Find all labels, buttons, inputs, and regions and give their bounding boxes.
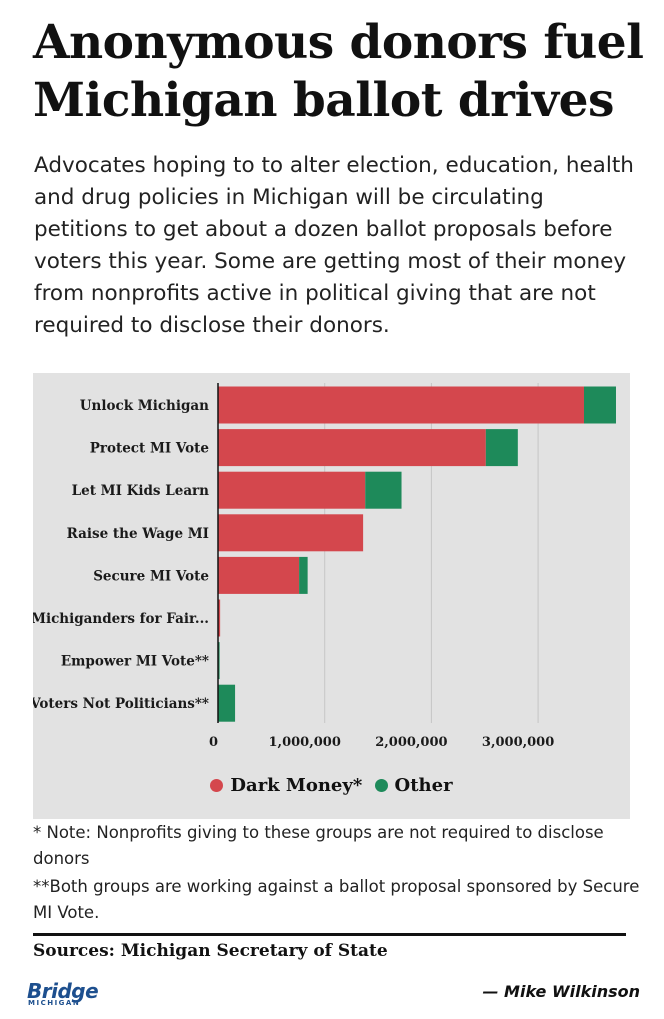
- chart-panel: Unlock Michigan Protect MI Vote Let MI Kid…: [33, 373, 630, 819]
- bar-other-6: [218, 642, 220, 680]
- x-tick-label-1: 1,000,000: [269, 735, 341, 750]
- bar-dark-money-4: [218, 556, 300, 594]
- logo-wordmark: Bridge: [27, 979, 99, 1003]
- bridge-michigan-logo[interactable]: Bridge MICHIGAN: [27, 980, 107, 1008]
- bar-other-0: [583, 386, 616, 424]
- category-label-1: Protect MI Vote: [90, 441, 209, 457]
- category-label-4: Secure MI Vote: [93, 568, 209, 584]
- bar-dark-money-1: [218, 429, 486, 467]
- logo-subtext: MICHIGAN: [28, 999, 81, 1007]
- sources-line: Sources: Michigan Secretary of State: [33, 941, 388, 961]
- category-label-6: Empower MI Vote**: [61, 654, 209, 670]
- bar-dark-money-2: [218, 471, 366, 509]
- category-label-3: Raise the Wage MI: [67, 526, 209, 542]
- byline: — Mike Wilkinson: [482, 982, 640, 1001]
- bar-other-1: [485, 429, 518, 467]
- category-label-5: Michiganders for Fair...: [33, 611, 209, 627]
- chart-title: Anonymous donors fuel Michigan ballot dr…: [33, 15, 644, 128]
- bar-chart: Unlock Michigan Protect MI Vote Let MI Kid…: [33, 383, 616, 750]
- bar-dark-money-0: [218, 386, 584, 424]
- footnote-dark-money: * Note: Nonprofits giving to these group…: [33, 823, 604, 868]
- legend-item-other: Other: [374, 775, 453, 796]
- legend-swatch-dark-money: [210, 779, 224, 792]
- legend-label-dark-money: Dark Money*: [230, 775, 363, 796]
- chart-legend: Dark Money* Other: [33, 775, 630, 797]
- bar-dark-money-3: [218, 514, 364, 552]
- x-tick-label-0: 0: [209, 735, 218, 750]
- footnote-opposition: **Both groups are working against a ball…: [33, 877, 640, 922]
- legend-label-other: Other: [394, 775, 453, 796]
- bar-other-2: [365, 471, 402, 509]
- category-label-0: Unlock Michigan: [80, 398, 209, 414]
- divider: [33, 933, 626, 936]
- legend-swatch-other: [374, 779, 388, 792]
- bar-other-4: [299, 556, 308, 594]
- category-label-2: Let MI Kids Learn: [72, 483, 210, 499]
- bar-dark-money-5: [218, 599, 221, 637]
- x-tick-label-2: 2,000,000: [375, 735, 447, 750]
- x-tick-label-3: 3,000,000: [482, 735, 554, 750]
- legend-item-dark-money: Dark Money*: [210, 775, 362, 796]
- category-label-7: Voters Not Politicians**: [33, 696, 209, 712]
- bar-other-7: [218, 684, 236, 722]
- chart-subtitle: Advocates hoping to to alter election, e…: [34, 153, 634, 338]
